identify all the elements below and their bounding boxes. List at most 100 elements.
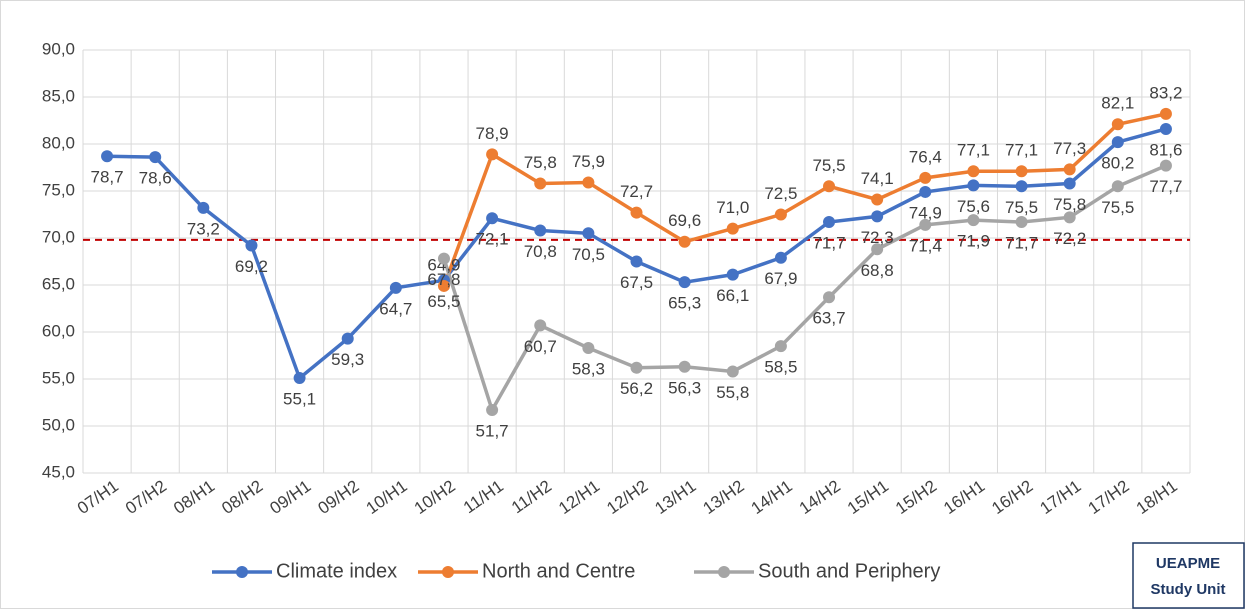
data-point	[774, 251, 787, 264]
data-point	[630, 255, 643, 268]
data-label: 67,5	[620, 273, 653, 292]
data-point	[871, 243, 884, 256]
data-label: 73,2	[187, 219, 220, 238]
data-point	[1111, 136, 1124, 149]
legend-label: North and Centre	[482, 560, 635, 582]
legend-marker	[718, 566, 730, 578]
data-label: 72,1	[476, 230, 509, 249]
data-label: 75,6	[957, 197, 990, 216]
data-point	[293, 372, 306, 385]
y-tick-label: 60,0	[42, 321, 75, 340]
data-point	[1111, 118, 1124, 131]
data-point	[774, 340, 787, 353]
data-point	[1015, 180, 1028, 193]
data-label: 75,5	[812, 156, 845, 175]
data-label: 70,8	[524, 242, 557, 261]
data-point	[1159, 159, 1172, 172]
data-label: 72,2	[1053, 229, 1086, 248]
data-label: 77,3	[1053, 139, 1086, 158]
data-label: 65,5	[427, 292, 460, 311]
data-label: 71,7	[812, 234, 845, 253]
data-point	[149, 151, 162, 164]
data-point	[726, 222, 739, 235]
data-point	[1063, 177, 1076, 190]
data-point	[823, 180, 836, 193]
data-point	[1015, 165, 1028, 178]
data-label: 55,1	[283, 390, 316, 409]
y-tick-label: 75,0	[42, 180, 75, 199]
data-point	[967, 179, 980, 192]
y-tick-label: 65,0	[42, 274, 75, 293]
data-point	[726, 268, 739, 281]
data-label: 74,9	[909, 203, 942, 222]
data-point	[678, 360, 691, 373]
data-point	[582, 227, 595, 240]
data-label: 77,1	[957, 141, 990, 160]
data-label: 80,2	[1101, 154, 1134, 173]
data-label: 69,6	[668, 211, 701, 230]
legend-item: North and Centre	[418, 560, 635, 582]
legend-label: South and Periphery	[758, 560, 940, 582]
y-tick-label: 45,0	[42, 462, 75, 481]
data-label: 72,7	[620, 182, 653, 201]
data-point	[871, 193, 884, 206]
data-label: 78,6	[139, 169, 172, 188]
data-label: 68,8	[861, 261, 894, 280]
data-label: 77,7	[1149, 177, 1182, 196]
data-point	[1063, 211, 1076, 224]
data-point	[967, 214, 980, 227]
data-label: 83,2	[1149, 83, 1182, 102]
badge-line: UEAPME	[1156, 555, 1220, 572]
data-label: 72,3	[861, 228, 894, 247]
legend-item: South and Periphery	[694, 560, 940, 582]
badge-box	[1132, 542, 1245, 609]
data-label: 67,9	[764, 269, 797, 288]
data-point	[582, 341, 595, 354]
data-point	[919, 171, 932, 184]
data-label: 81,6	[1149, 140, 1182, 159]
data-point	[486, 212, 499, 225]
data-label: 75,5	[1005, 198, 1038, 217]
data-point	[534, 319, 547, 332]
data-point	[486, 148, 499, 161]
data-point	[245, 239, 258, 252]
badge-line: Study Unit	[1151, 581, 1226, 598]
data-label: 55,8	[716, 383, 749, 402]
data-point	[919, 185, 932, 198]
data-label: 76,4	[909, 147, 942, 166]
data-label: 64,9	[427, 255, 460, 274]
data-label: 69,2	[235, 257, 268, 276]
data-point	[678, 276, 691, 289]
data-label: 51,7	[476, 422, 509, 441]
data-point	[823, 291, 836, 304]
series-line	[442, 164, 1167, 415]
data-label: 77,1	[1005, 141, 1038, 160]
data-label: 78,7	[91, 168, 124, 187]
data-point	[726, 365, 739, 378]
data-label: 60,7	[524, 337, 557, 356]
data-point	[919, 218, 932, 231]
data-label: 75,5	[1101, 198, 1134, 217]
data-point	[1111, 180, 1124, 193]
data-label: 59,3	[331, 350, 364, 369]
data-point	[1015, 216, 1028, 229]
y-tick-label: 50,0	[42, 415, 75, 434]
data-label: 71,9	[957, 232, 990, 251]
data-point	[341, 332, 354, 345]
badge: UEAPME Study Unit	[1132, 542, 1245, 609]
data-point	[437, 252, 450, 265]
data-point	[630, 206, 643, 219]
legend-marker	[236, 566, 248, 578]
legend-item: Climate index	[212, 560, 397, 582]
legend-label: Climate index	[276, 560, 397, 582]
data-label: 78,9	[476, 124, 509, 143]
data-label: 65,3	[668, 294, 701, 313]
data-label: 71,0	[716, 198, 749, 217]
data-label: 75,9	[572, 152, 605, 171]
data-point	[967, 165, 980, 178]
data-label: 82,1	[1101, 94, 1134, 113]
data-point	[1063, 163, 1076, 176]
legend-marker	[442, 566, 454, 578]
y-tick-label: 55,0	[42, 368, 75, 387]
